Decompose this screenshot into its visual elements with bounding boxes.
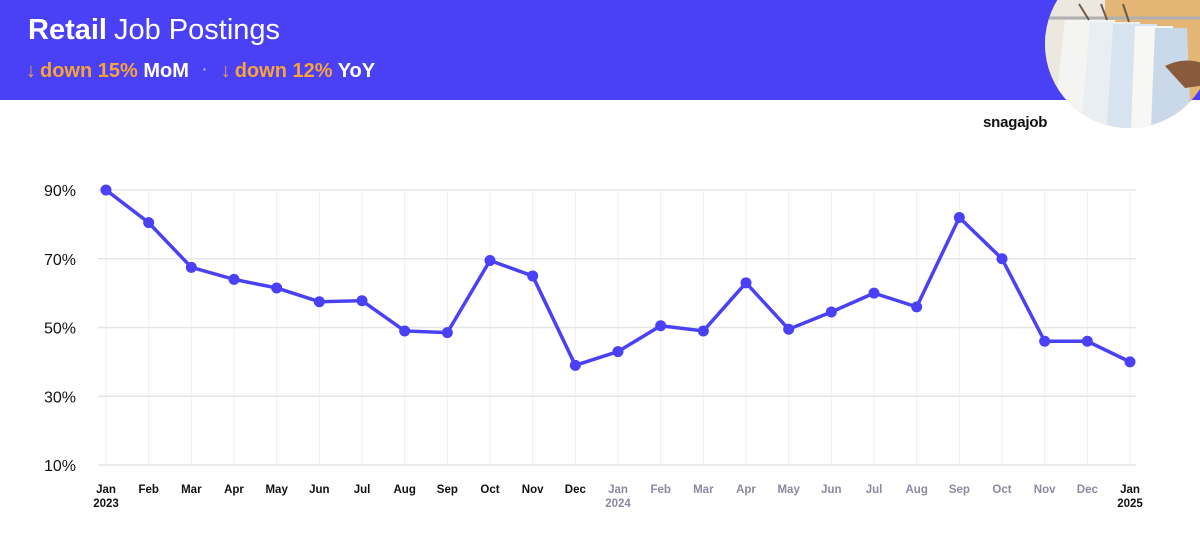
data-point — [911, 301, 923, 313]
x-tick-label: Jan — [608, 484, 628, 496]
x-tick-label: Jan — [96, 484, 116, 496]
data-point — [740, 277, 752, 289]
x-tick-label: Mar — [181, 484, 202, 496]
y-tick-label: 50% — [44, 321, 76, 338]
title-bold: Retail — [28, 14, 107, 46]
data-point — [783, 323, 795, 335]
page-title: Retail Job Postings — [28, 14, 280, 47]
x-axis-ticks: Jan 2023 Feb Mar Apr May Jun Jul Aug Sep Oct Nov Dec… — [93, 484, 1143, 510]
data-point — [527, 270, 539, 282]
x-tick-label: May — [777, 484, 800, 496]
snagajob-logo: snagajob — [983, 114, 1048, 131]
down-arrow-icon: ↓ — [26, 60, 36, 82]
chart-grid — [98, 189, 1136, 466]
header-banner — [0, 0, 1200, 100]
x-tick-label: Sep — [437, 484, 458, 496]
x-tick-year-label: 2025 — [1117, 498, 1143, 510]
data-point — [399, 325, 411, 337]
data-point — [1039, 335, 1051, 347]
y-tick-label: 70% — [44, 252, 76, 269]
x-tick-label: Feb — [138, 484, 158, 496]
data-point — [697, 325, 709, 337]
data-point — [356, 295, 368, 307]
x-tick-label: Dec — [1077, 484, 1099, 496]
x-tick-label: Aug — [905, 484, 927, 496]
data-point — [1081, 335, 1093, 347]
data-point — [825, 306, 837, 318]
x-tick-label: Apr — [736, 484, 756, 496]
x-tick-label: Oct — [992, 484, 1011, 496]
data-point — [612, 346, 624, 358]
x-tick-label: Aug — [393, 484, 415, 496]
data-point — [868, 287, 880, 299]
x-tick-label: Oct — [480, 484, 499, 496]
x-tick-year-label: 2023 — [93, 498, 119, 510]
x-tick-label: Sep — [949, 484, 970, 496]
data-point — [143, 217, 155, 229]
x-tick-label: Jan — [1120, 484, 1140, 496]
data-point — [484, 254, 496, 266]
x-tick-year-label: 2024 — [605, 498, 631, 510]
data-point — [1124, 356, 1136, 368]
data-point — [271, 282, 283, 294]
x-tick-label: Dec — [565, 484, 587, 496]
x-tick-label: Jul — [354, 484, 371, 496]
data-point — [441, 327, 453, 339]
y-axis-ticks: 10% 30% 50% 70% 90% — [44, 183, 76, 475]
data-point — [655, 320, 667, 332]
yoy-change-value: down 12% — [234, 60, 333, 82]
data-point — [569, 359, 581, 371]
x-tick-label: Mar — [693, 484, 714, 496]
data-point — [313, 296, 325, 308]
subtitle-stats: ↓ down 15% MoM · ↓ down 12% YoY — [26, 60, 375, 83]
title-rest: Job Postings — [113, 14, 281, 46]
data-point — [953, 212, 965, 223]
mom-label: MoM — [143, 60, 189, 82]
stat-separator: · — [202, 61, 208, 77]
x-tick-label: Nov — [1034, 484, 1056, 496]
data-point — [100, 184, 112, 196]
chart-series — [100, 184, 1136, 371]
y-tick-label: 10% — [44, 458, 76, 475]
x-tick-label: Apr — [224, 484, 244, 496]
x-tick-label: May — [265, 484, 288, 496]
x-tick-label: Feb — [650, 484, 670, 496]
x-tick-label: Jun — [309, 484, 329, 496]
data-point — [996, 253, 1008, 265]
mom-change-value: down 15% — [40, 60, 138, 82]
x-tick-label: Jul — [866, 484, 883, 496]
x-tick-label: Nov — [522, 484, 544, 496]
down-arrow-icon: ↓ — [220, 60, 231, 82]
data-point — [228, 273, 240, 285]
data-point — [185, 261, 197, 273]
y-tick-label: 30% — [44, 389, 76, 406]
yoy-label: YoY — [337, 60, 376, 82]
y-tick-label: 90% — [44, 183, 76, 200]
x-tick-label: Jun — [821, 484, 841, 496]
